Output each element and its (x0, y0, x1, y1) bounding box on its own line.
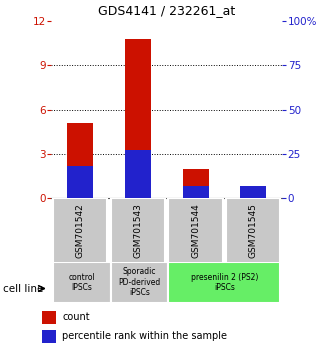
Text: GSM701545: GSM701545 (249, 204, 258, 258)
Text: count: count (62, 312, 90, 322)
Bar (53, 198, 107, 264)
Bar (125, 150, 151, 198)
Text: control
IPSCs: control IPSCs (68, 273, 95, 292)
Bar (111, 198, 165, 264)
Text: GSM701543: GSM701543 (133, 204, 142, 258)
Text: GSM701542: GSM701542 (76, 204, 84, 258)
Text: Sporadic
PD-derived
iPSCs: Sporadic PD-derived iPSCs (118, 267, 161, 297)
Bar (125, 39, 151, 198)
Bar (240, 192, 266, 198)
Bar (53, 262, 111, 303)
Bar (240, 186, 266, 198)
Bar (42, 311, 56, 324)
Text: percentile rank within the sample: percentile rank within the sample (62, 331, 227, 341)
Bar (67, 166, 93, 198)
Text: cell line: cell line (3, 284, 44, 293)
Bar (226, 198, 280, 264)
Bar (67, 123, 93, 198)
Text: GSM701544: GSM701544 (191, 204, 200, 258)
Bar (111, 262, 168, 303)
Bar (168, 262, 280, 303)
Text: presenilin 2 (PS2)
iPSCs: presenilin 2 (PS2) iPSCs (191, 273, 258, 292)
Bar (182, 169, 209, 198)
Bar (182, 186, 209, 198)
Title: GDS4141 / 232261_at: GDS4141 / 232261_at (98, 4, 235, 17)
Bar (168, 198, 223, 264)
Bar (42, 330, 56, 343)
